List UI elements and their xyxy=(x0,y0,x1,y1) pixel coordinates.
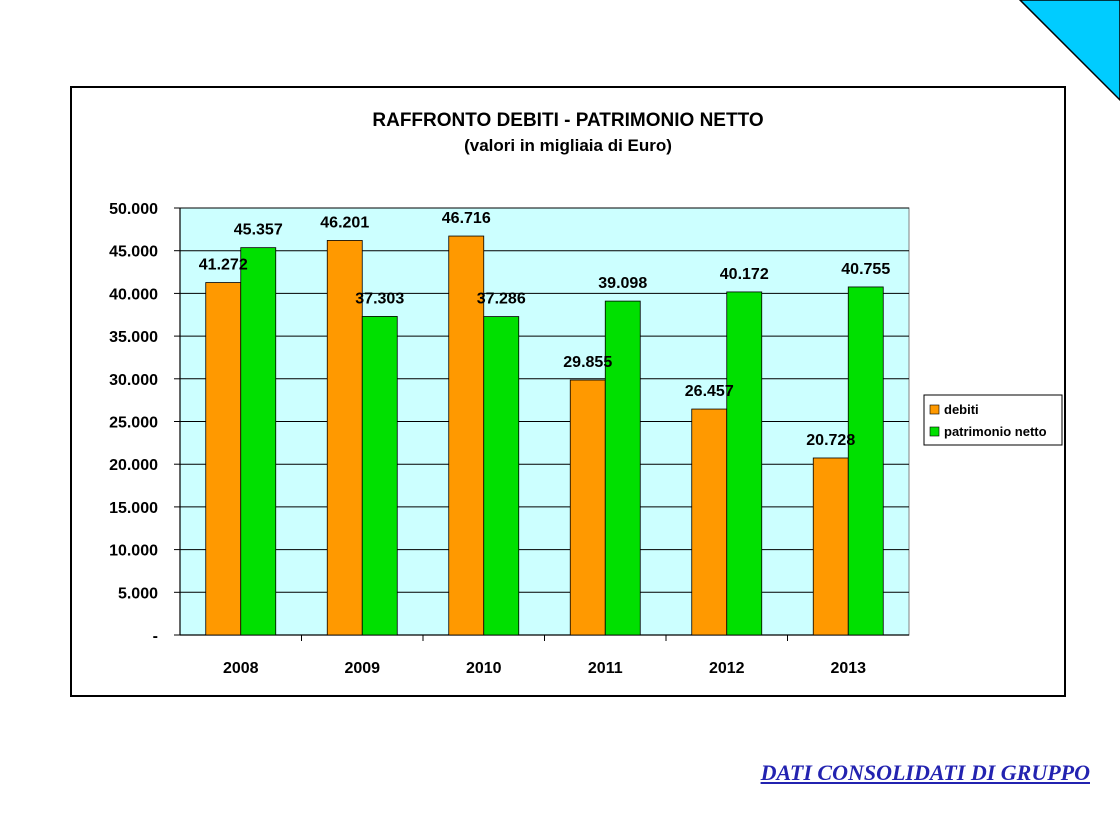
bar-patrimonio-netto xyxy=(847,286,884,636)
x-tick-label: 2010 xyxy=(466,660,502,677)
legend-swatch xyxy=(929,404,940,415)
y-tick-label: 15.000 xyxy=(109,500,158,517)
corner-triangle-shape xyxy=(1018,0,1120,102)
chart-subtitle: (valori in migliaia di Euro) xyxy=(464,136,672,155)
bar-debiti xyxy=(326,240,363,636)
data-label: 41.272 xyxy=(199,257,248,274)
y-tick-label: 5.000 xyxy=(118,585,158,602)
data-label: 29.855 xyxy=(563,354,612,371)
bar-patrimonio-netto xyxy=(361,316,398,636)
x-tick-label: 2008 xyxy=(223,660,259,677)
y-tick-label: 50.000 xyxy=(109,201,158,218)
y-tick-label: 35.000 xyxy=(109,329,158,346)
y-tick-label: 25.000 xyxy=(109,415,158,432)
data-label: 45.357 xyxy=(234,222,283,239)
bar-patrimonio-netto xyxy=(240,247,277,636)
bar-patrimonio-netto xyxy=(604,300,641,636)
data-label: 46.201 xyxy=(320,214,369,231)
x-tick-label: 2013 xyxy=(830,660,866,677)
data-label: 37.286 xyxy=(477,291,526,308)
y-tick-label: 40.000 xyxy=(109,286,158,303)
bar-patrimonio-netto xyxy=(726,291,763,636)
chart-title: RAFFRONTO DEBITI - PATRIMONIO NETTO xyxy=(372,110,764,131)
bar-debiti xyxy=(691,408,728,636)
corner-decoration xyxy=(1018,0,1120,102)
data-label: 26.457 xyxy=(685,383,734,400)
legend-label: debiti xyxy=(944,402,979,417)
legend-box xyxy=(923,394,1063,446)
data-label: 20.728 xyxy=(806,432,855,449)
bar-debiti xyxy=(448,235,485,636)
data-label: 46.716 xyxy=(442,210,491,227)
bar-debiti xyxy=(205,282,242,636)
data-label: 39.098 xyxy=(598,275,647,292)
bar-debiti xyxy=(812,457,849,636)
bar-patrimonio-netto xyxy=(483,316,520,636)
x-tick-label: 2011 xyxy=(588,660,623,677)
y-tick-label: 20.000 xyxy=(109,457,158,474)
data-label: 37.303 xyxy=(355,290,404,307)
bar-debiti xyxy=(569,379,606,636)
footer-link[interactable]: DATI CONSOLIDATI DI GRUPPO xyxy=(760,760,1090,785)
x-tick-label: 2009 xyxy=(344,660,380,677)
y-tick-label: 10.000 xyxy=(109,543,158,560)
x-tick-label: 2012 xyxy=(709,660,745,677)
y-tick-label: 45.000 xyxy=(109,244,158,261)
legend-swatch xyxy=(929,426,940,437)
y-tick-label: 30.000 xyxy=(109,372,158,389)
data-label: 40.755 xyxy=(841,261,890,278)
data-label: 40.172 xyxy=(720,266,769,283)
legend-label: patrimonio netto xyxy=(944,424,1047,439)
y-tick-label: - xyxy=(153,628,158,645)
